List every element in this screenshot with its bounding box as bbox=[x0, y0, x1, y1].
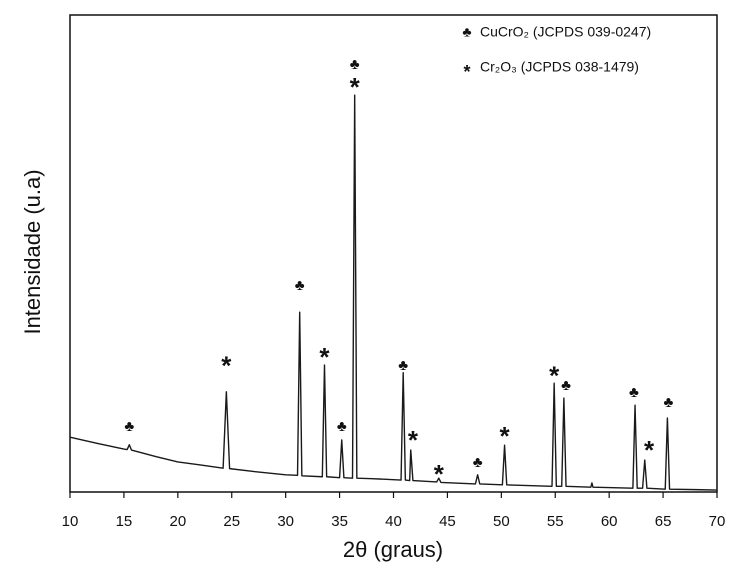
peak-marker: * bbox=[644, 435, 655, 465]
x-tick-label: 40 bbox=[385, 513, 402, 530]
y-axis-title: Intensidade (u.a) bbox=[20, 169, 45, 334]
peak-marker: * bbox=[350, 72, 361, 102]
peak-marker: ♣ bbox=[337, 418, 347, 435]
peak-marker: ♣ bbox=[124, 418, 134, 435]
plot-frame bbox=[69, 14, 718, 493]
peak-marker: * bbox=[408, 425, 419, 455]
xrd-line bbox=[69, 94, 718, 491]
peak-marker: ♣ bbox=[664, 394, 674, 411]
legend-symbol: ♣ bbox=[462, 24, 471, 40]
x-tick-label: 25 bbox=[223, 513, 240, 530]
x-tick-label: 30 bbox=[277, 513, 294, 530]
peak-marker: * bbox=[434, 459, 445, 489]
peak-marker: ♣ bbox=[629, 384, 639, 401]
x-tick-label: 45 bbox=[439, 513, 456, 530]
peak-marker: * bbox=[319, 342, 330, 372]
legend-label: Cr₂O₃ (JCPDS 038-1479) bbox=[480, 59, 639, 75]
x-tick-label: 50 bbox=[493, 513, 510, 530]
peak-marker: * bbox=[500, 421, 511, 451]
x-tick-label: 15 bbox=[116, 513, 133, 530]
peak-marker: * bbox=[221, 351, 232, 381]
legend-label: CuCrO₂ (JCPDS 039-0247) bbox=[480, 24, 651, 40]
peak-marker: ♣ bbox=[561, 377, 571, 394]
x-tick-label: 65 bbox=[655, 513, 672, 530]
peak-marker: ♣ bbox=[398, 357, 408, 374]
x-tick-label: 10 bbox=[62, 513, 79, 530]
peak-marker: * bbox=[549, 361, 560, 391]
peak-marker: ♣ bbox=[473, 454, 483, 471]
x-tick-label: 70 bbox=[709, 513, 726, 530]
x-tick-label: 35 bbox=[331, 513, 348, 530]
peak-marker: ♣ bbox=[350, 56, 360, 73]
x-tick-label: 60 bbox=[601, 513, 618, 530]
x-tick-label: 55 bbox=[547, 513, 564, 530]
legend-symbol: * bbox=[463, 62, 470, 82]
x-axis-title: 2θ (graus) bbox=[343, 537, 443, 562]
peak-marker: ♣ bbox=[295, 277, 305, 294]
x-tick-label: 20 bbox=[169, 513, 186, 530]
